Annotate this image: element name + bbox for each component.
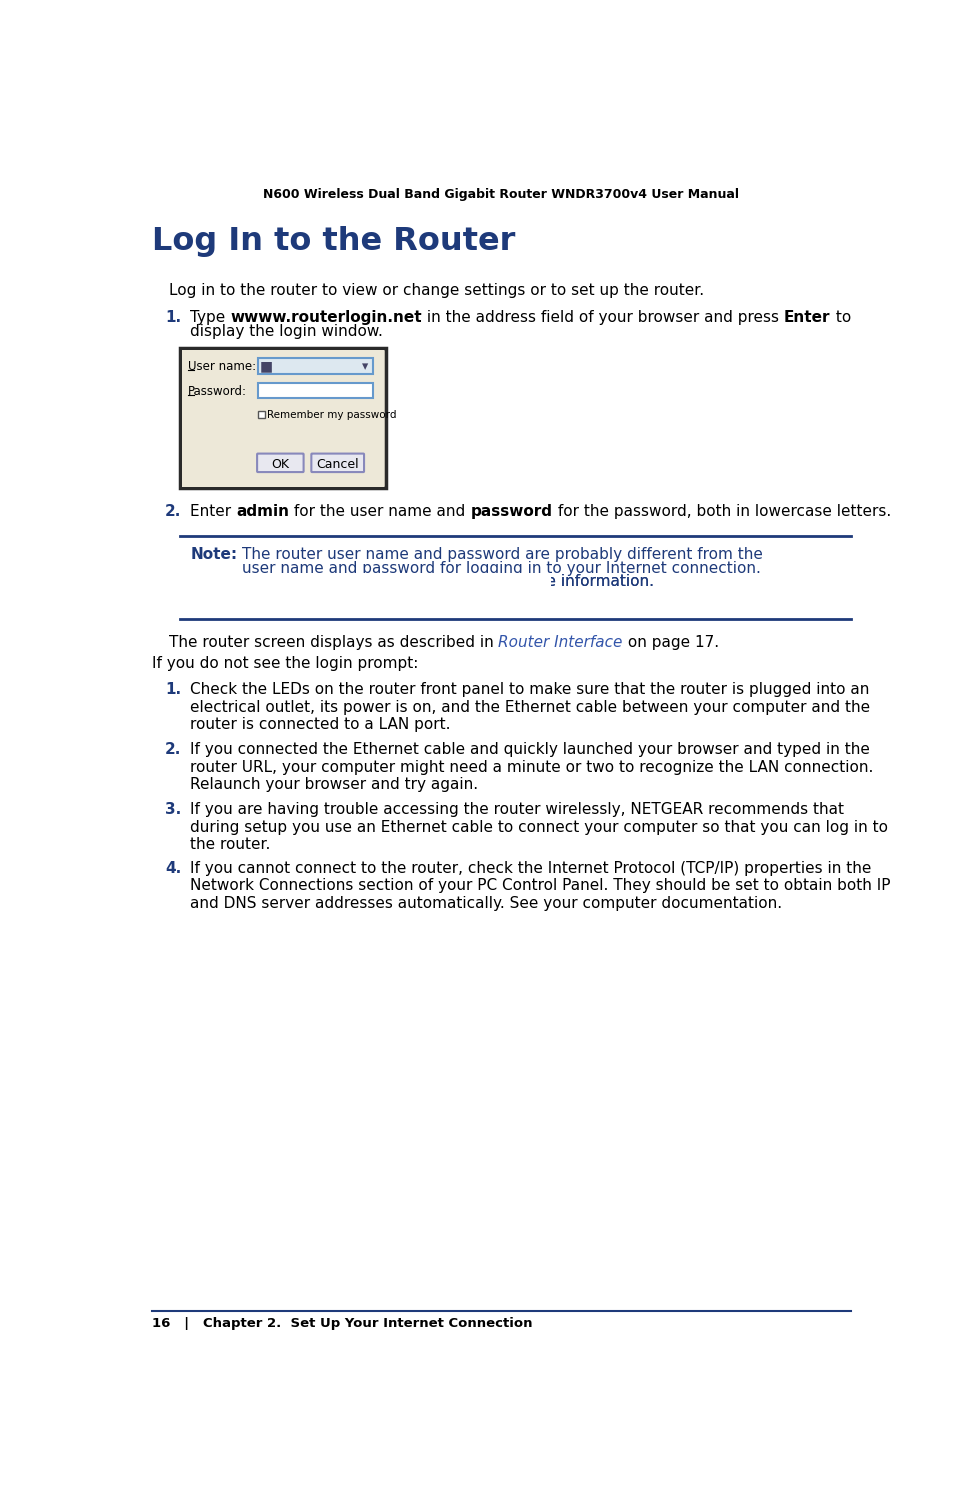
Text: on page 17.: on page 17.: [622, 634, 718, 649]
Text: Check the LEDs on the router front panel to make sure that the router is plugged: Check the LEDs on the router front panel…: [191, 682, 870, 731]
FancyBboxPatch shape: [311, 454, 363, 472]
Bar: [258, 383, 372, 398]
Text: on page 23 for more information.: on page 23 for more information.: [394, 574, 654, 589]
Text: for the password, both in lowercase letters.: for the password, both in lowercase lett…: [552, 503, 890, 518]
Text: 3.: 3.: [165, 802, 181, 817]
Text: password: password: [470, 503, 552, 518]
Text: display the login window.: display the login window.: [191, 324, 383, 339]
Text: If you do not see the login prompt:: If you do not see the login prompt:: [151, 656, 417, 671]
Text: Router Interface: Router Interface: [498, 634, 622, 649]
Text: Types of Logins: Types of Logins: [276, 574, 394, 589]
Text: 1.: 1.: [165, 309, 181, 324]
Text: If you are having trouble accessing the router wirelessly, NETGEAR recommends th: If you are having trouble accessing the …: [191, 802, 887, 852]
FancyBboxPatch shape: [257, 454, 303, 472]
Bar: [182, 350, 384, 487]
Text: Password:: Password:: [188, 385, 247, 398]
Text: The router user name and password are probably different from the: The router user name and password are pr…: [242, 547, 762, 562]
Text: See: See: [242, 574, 276, 589]
Text: If you cannot connect to the router, check the Internet Protocol (TCP/IP) proper: If you cannot connect to the router, che…: [191, 861, 890, 910]
Text: wwww.routerlogin.net: wwww.routerlogin.net: [231, 309, 422, 324]
Text: OK: OK: [271, 458, 289, 472]
Text: If you connected the Ethernet cable and quickly launched your browser and typed : If you connected the Ethernet cable and …: [191, 742, 872, 792]
Text: 2.: 2.: [165, 503, 181, 518]
Text: user name and password for logging in to your Internet connection.: user name and password for logging in to…: [242, 560, 760, 575]
Text: 4.: 4.: [165, 861, 181, 876]
Text: ▾: ▾: [361, 359, 367, 372]
Text: Type: Type: [191, 309, 231, 324]
Bar: [180, 348, 385, 488]
Text: 2.: 2.: [165, 742, 181, 757]
Text: admin: admin: [236, 503, 289, 518]
Text: Enter: Enter: [784, 309, 829, 324]
Bar: [258, 357, 372, 374]
Text: Log In to the Router: Log In to the Router: [151, 227, 515, 257]
Text: Cancel: Cancel: [317, 458, 359, 472]
Text: User name:: User name:: [188, 360, 256, 374]
Text: See: See: [242, 574, 276, 589]
Text: See: See: [242, 574, 276, 589]
Text: Note:: Note:: [191, 547, 237, 562]
Text: 16   |   Chapter 2.  Set Up Your Internet Connection: 16 | Chapter 2. Set Up Your Internet Con…: [151, 1317, 531, 1329]
Text: to: to: [829, 309, 850, 324]
Text: for the user name and: for the user name and: [289, 503, 470, 518]
Text: ■: ■: [260, 359, 273, 372]
Text: Types of Logins: Types of Logins: [276, 574, 394, 589]
Text: Enter: Enter: [191, 503, 236, 518]
Text: The router screen displays as described in: The router screen displays as described …: [169, 634, 498, 649]
Bar: [258, 412, 265, 418]
Text: 1.: 1.: [165, 682, 181, 697]
Text: on page 23 for more information.: on page 23 for more information.: [394, 574, 654, 589]
Bar: [240, 572, 550, 590]
Text: Log in to the router to view or change settings or to set up the router.: Log in to the router to view or change s…: [169, 282, 703, 297]
Text: Remember my password: Remember my password: [267, 410, 397, 421]
Text: in the address field of your browser and press: in the address field of your browser and…: [422, 309, 784, 324]
Text: N600 Wireless Dual Band Gigabit Router WNDR3700v4 User Manual: N600 Wireless Dual Band Gigabit Router W…: [263, 188, 739, 201]
